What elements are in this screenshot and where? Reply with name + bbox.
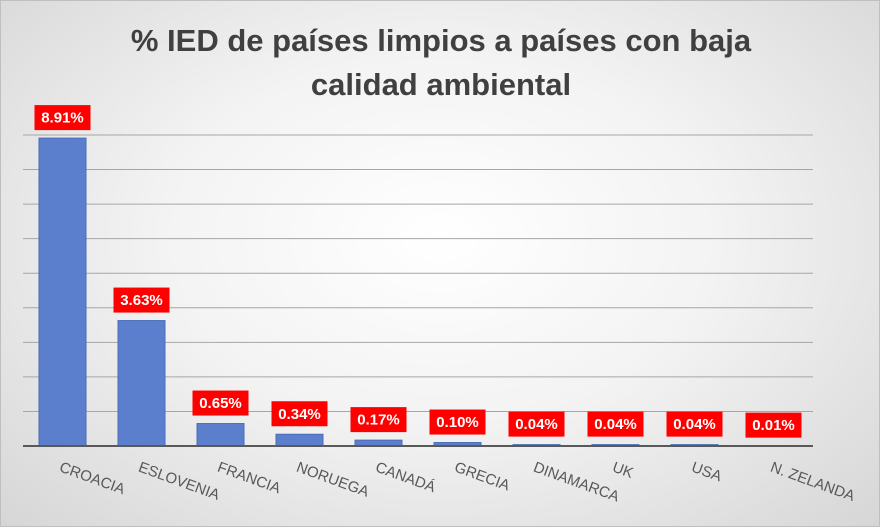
data-label: 3.63% <box>120 292 163 309</box>
data-label: 0.10% <box>436 414 479 431</box>
chart-title: % IED de países limpios a países con baj… <box>130 23 752 102</box>
data-label-box <box>350 407 407 433</box>
data-label-box <box>192 390 249 416</box>
data-label: 0.04% <box>673 416 716 433</box>
x-tick-label: CROACIA <box>57 459 127 498</box>
bar <box>196 423 245 447</box>
data-label: 0.65% <box>199 395 242 412</box>
bar <box>117 320 166 447</box>
x-tick-label: GRECIA <box>452 459 512 495</box>
data-label-box <box>508 411 565 437</box>
data-label-box <box>271 401 328 427</box>
x-tick-label: ESLOVENIA <box>136 459 222 504</box>
x-tick-label: UK <box>610 459 635 482</box>
data-label-box <box>745 412 802 438</box>
data-label-box <box>587 411 644 437</box>
data-label-box <box>34 105 91 131</box>
data-label-box <box>429 409 486 435</box>
bar <box>38 137 87 447</box>
x-tick-label: FRANCIA <box>215 459 283 497</box>
data-label: 0.01% <box>752 417 795 434</box>
x-tick-label: USA <box>689 459 724 486</box>
x-tick-label: CANADÁ <box>373 459 438 496</box>
x-tick-label: NORUEGA <box>294 459 371 501</box>
bar <box>275 433 324 447</box>
data-label: 0.04% <box>515 416 558 433</box>
data-label: 8.91% <box>41 110 84 127</box>
data-label: 0.17% <box>357 412 400 429</box>
x-tick-label: N. ZELANDA <box>768 459 857 505</box>
x-tick-label: DINAMARCA <box>531 459 621 506</box>
data-label-box <box>666 411 723 437</box>
data-label-box <box>113 287 170 313</box>
data-label: 0.04% <box>594 416 637 433</box>
data-label: 0.34% <box>278 406 321 423</box>
